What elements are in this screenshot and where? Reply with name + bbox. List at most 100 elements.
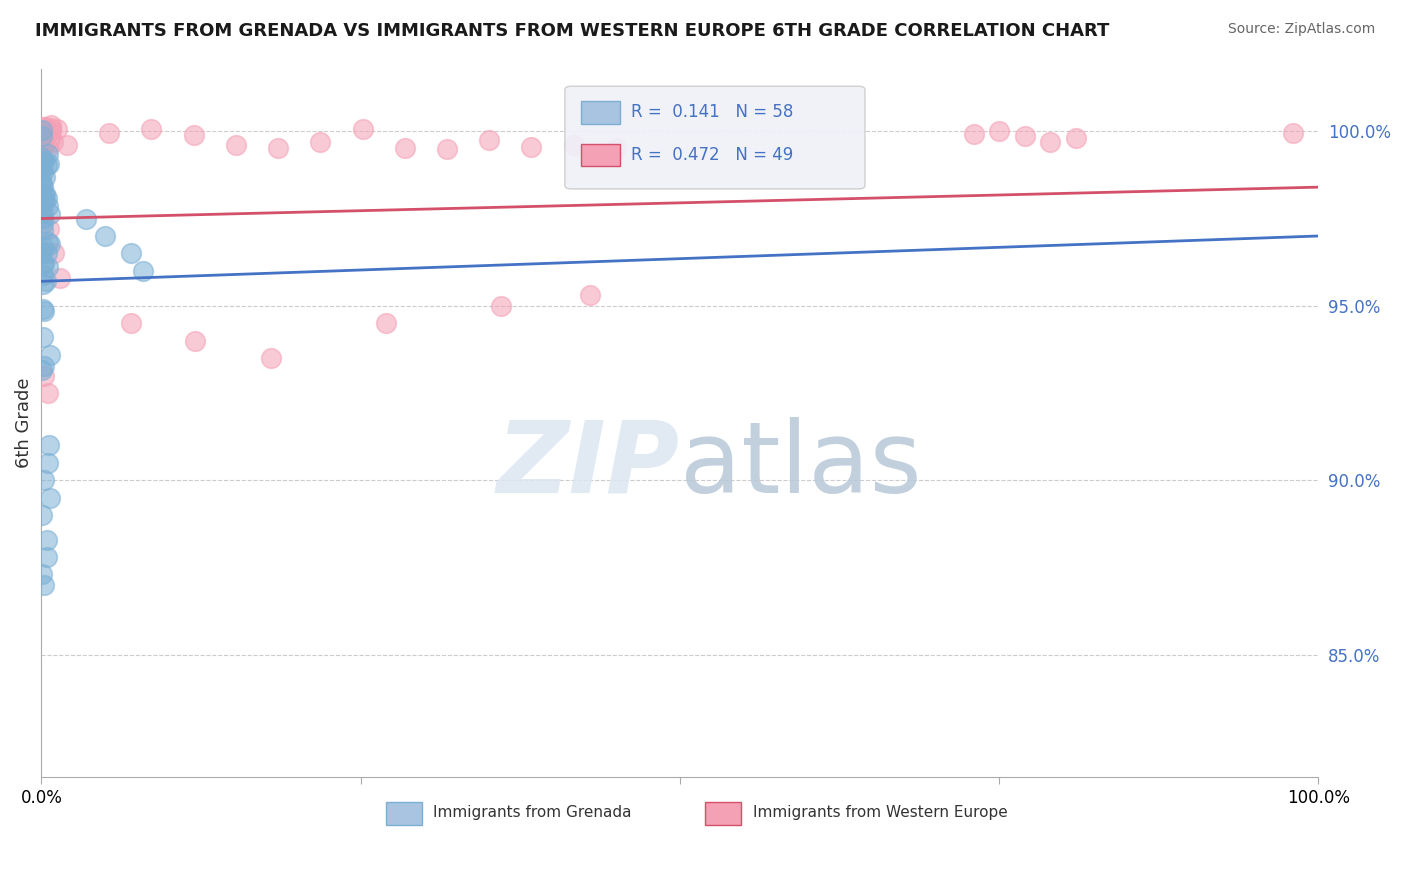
Point — [183, 128, 205, 143]
Point — [32, 223, 55, 237]
Point — [579, 288, 602, 302]
Point — [37, 533, 59, 547]
Point — [32, 304, 55, 318]
Point — [1281, 126, 1303, 140]
Point — [32, 153, 55, 168]
Point — [31, 244, 53, 259]
Point — [32, 120, 55, 134]
Point — [31, 128, 53, 143]
Point — [1039, 136, 1062, 150]
Point — [34, 194, 56, 208]
Point — [38, 156, 60, 170]
Point — [37, 260, 59, 274]
Point — [394, 141, 416, 155]
Point — [31, 178, 53, 193]
Point — [31, 154, 53, 169]
Point — [35, 274, 58, 288]
Text: ZIP: ZIP — [496, 417, 681, 514]
Point — [39, 121, 62, 136]
Point — [98, 126, 121, 140]
Point — [520, 140, 543, 154]
Point — [39, 118, 62, 132]
Point — [45, 122, 67, 136]
Point — [39, 237, 62, 252]
Point — [30, 161, 52, 176]
Point — [32, 211, 55, 225]
Point — [141, 122, 163, 136]
Text: Source: ZipAtlas.com: Source: ZipAtlas.com — [1227, 22, 1375, 37]
Point — [35, 549, 58, 564]
Point — [562, 138, 585, 153]
Point — [32, 164, 55, 178]
Point — [37, 246, 59, 260]
Point — [32, 193, 55, 207]
Point — [38, 348, 60, 362]
Point — [37, 199, 59, 213]
Text: atlas: atlas — [681, 417, 921, 514]
Point — [39, 206, 62, 220]
Point — [31, 246, 53, 260]
Point — [34, 169, 56, 184]
Point — [30, 201, 52, 215]
Point — [1014, 129, 1036, 144]
Point — [31, 123, 53, 137]
Point — [38, 222, 60, 236]
Y-axis label: 6th Grade: 6th Grade — [15, 377, 32, 468]
Point — [37, 386, 59, 401]
Point — [42, 246, 65, 260]
Text: IMMIGRANTS FROM GRENADA VS IMMIGRANTS FROM WESTERN EUROPE 6TH GRADE CORRELATION : IMMIGRANTS FROM GRENADA VS IMMIGRANTS FR… — [35, 22, 1109, 40]
Point — [436, 142, 458, 156]
Point — [120, 316, 142, 330]
Point — [32, 136, 55, 151]
Text: R =  0.141   N = 58: R = 0.141 N = 58 — [631, 103, 793, 121]
Point — [31, 193, 53, 207]
Point — [42, 135, 65, 149]
Point — [32, 268, 55, 283]
Point — [32, 216, 55, 230]
Point — [56, 137, 79, 152]
Point — [31, 277, 53, 291]
Point — [260, 351, 283, 365]
Point — [31, 192, 53, 206]
Bar — [706, 802, 741, 825]
Point — [34, 359, 56, 373]
Point — [30, 172, 52, 186]
Point — [32, 578, 55, 592]
Point — [35, 158, 58, 172]
Point — [49, 270, 72, 285]
Point — [309, 135, 332, 149]
Point — [37, 456, 59, 470]
Point — [38, 131, 60, 145]
Point — [988, 124, 1011, 138]
Point — [32, 137, 55, 152]
Point — [31, 129, 53, 144]
Point — [37, 141, 59, 155]
Bar — [582, 101, 620, 124]
Text: R =  0.472   N = 49: R = 0.472 N = 49 — [631, 146, 793, 164]
Point — [32, 473, 55, 487]
Point — [37, 147, 59, 161]
Point — [962, 128, 984, 142]
Point — [32, 257, 55, 271]
Point — [31, 151, 53, 165]
Text: Immigrants from Grenada: Immigrants from Grenada — [433, 805, 631, 821]
Point — [31, 508, 53, 522]
Point — [32, 330, 55, 344]
Point — [31, 567, 53, 582]
Point — [183, 334, 205, 348]
Point — [31, 302, 53, 317]
Point — [75, 211, 97, 226]
Point — [34, 188, 56, 202]
Bar — [582, 144, 620, 166]
Point — [34, 120, 56, 135]
Point — [31, 178, 53, 193]
Point — [39, 491, 62, 505]
Point — [32, 368, 55, 383]
Point — [267, 141, 290, 155]
Point — [35, 191, 58, 205]
Point — [489, 299, 512, 313]
Point — [32, 206, 55, 220]
Point — [31, 363, 53, 377]
Point — [478, 133, 501, 147]
Point — [31, 257, 53, 271]
